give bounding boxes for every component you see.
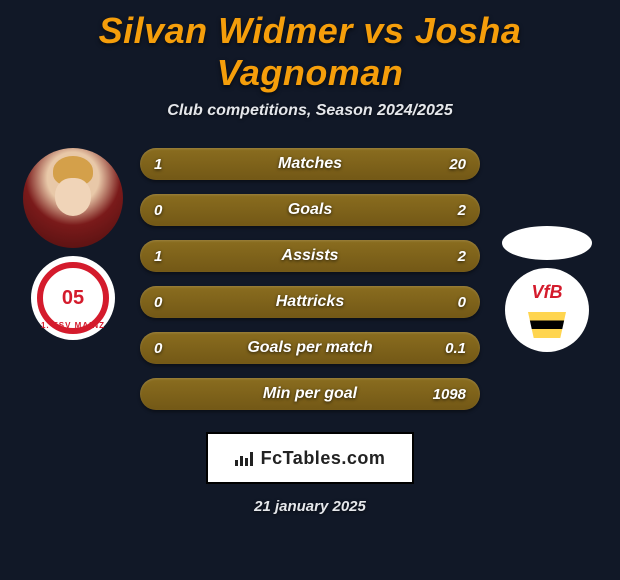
right-club-crest bbox=[505, 268, 589, 352]
chart-icon bbox=[235, 450, 255, 466]
stats-column: 1 Matches 20 0 Goals 2 1 Assists 2 0 Hat… bbox=[140, 148, 480, 410]
stat-left-value: 1 bbox=[154, 248, 162, 265]
left-player-avatar bbox=[23, 148, 123, 248]
stat-label: Goals per match bbox=[247, 339, 372, 357]
stat-bar-matches: 1 Matches 20 bbox=[140, 148, 480, 180]
left-club-crest: 1. FSV MAINZ bbox=[31, 256, 115, 340]
stat-right-value: 0 bbox=[458, 294, 466, 311]
stat-bar-min-per-goal: Min per goal 1098 bbox=[140, 378, 480, 410]
stat-right-value: 2 bbox=[458, 248, 466, 265]
comparison-layout: 1. FSV MAINZ 1 Matches 20 0 Goals 2 1 As… bbox=[8, 148, 612, 410]
stat-left-value: 1 bbox=[154, 156, 162, 173]
brand-box: FcTables.com bbox=[206, 432, 414, 484]
page-subtitle: Club competitions, Season 2024/2025 bbox=[8, 102, 612, 120]
stat-left-value: 0 bbox=[154, 294, 162, 311]
stat-bar-goals: 0 Goals 2 bbox=[140, 194, 480, 226]
stat-bar-hattricks: 0 Hattricks 0 bbox=[140, 286, 480, 318]
stat-left-value: 0 bbox=[154, 202, 162, 219]
stat-label: Goals bbox=[288, 201, 332, 219]
right-column bbox=[492, 148, 602, 352]
stat-label: Assists bbox=[282, 247, 339, 265]
stat-right-value: 0.1 bbox=[445, 340, 466, 357]
stat-right-value: 1098 bbox=[433, 386, 466, 403]
left-column: 1. FSV MAINZ bbox=[18, 148, 128, 340]
stat-bar-goals-per-match: 0 Goals per match 0.1 bbox=[140, 332, 480, 364]
stat-label: Min per goal bbox=[263, 385, 357, 403]
brand-text: FcTables.com bbox=[261, 448, 386, 469]
left-club-crest-label: 1. FSV MAINZ bbox=[41, 321, 105, 330]
page-title: Silvan Widmer vs Josha Vagnoman bbox=[8, 10, 612, 94]
infographic-root: Silvan Widmer vs Josha Vagnoman Club com… bbox=[0, 0, 620, 515]
stat-left-value: 0 bbox=[154, 340, 162, 357]
date-label: 21 january 2025 bbox=[8, 498, 612, 515]
stat-label: Hattricks bbox=[276, 293, 344, 311]
right-player-avatar-placeholder bbox=[502, 226, 592, 260]
stat-label: Matches bbox=[278, 155, 342, 173]
stat-right-value: 20 bbox=[449, 156, 466, 173]
stat-bar-assists: 1 Assists 2 bbox=[140, 240, 480, 272]
stat-right-value: 2 bbox=[458, 202, 466, 219]
